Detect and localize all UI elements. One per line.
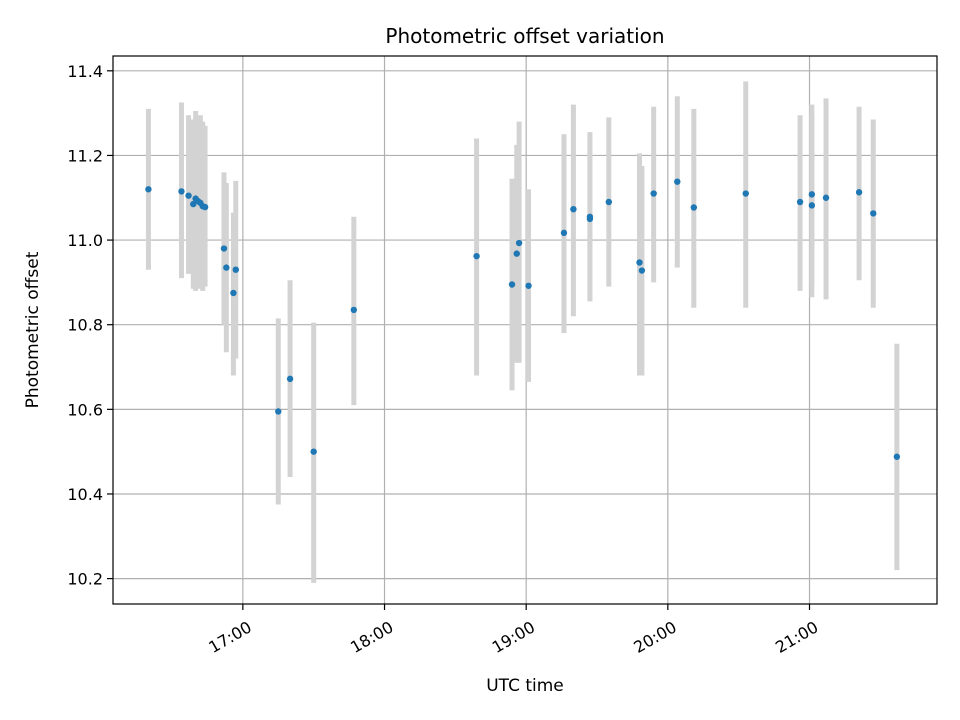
data-points bbox=[145, 178, 901, 460]
data-point bbox=[185, 192, 192, 199]
y-tick-label: 11.4 bbox=[67, 62, 103, 81]
data-point bbox=[570, 205, 577, 213]
data-point bbox=[525, 282, 532, 289]
y-tick-label: 10.4 bbox=[67, 485, 103, 504]
chart-title: Photometric offset variation bbox=[385, 24, 664, 48]
data-point bbox=[855, 189, 863, 196]
data-point bbox=[220, 245, 228, 252]
data-point bbox=[286, 375, 294, 383]
data-point bbox=[690, 204, 698, 211]
data-point bbox=[742, 190, 749, 197]
data-point bbox=[870, 210, 877, 217]
data-point bbox=[145, 186, 152, 193]
data-point bbox=[508, 281, 516, 288]
data-point bbox=[275, 408, 282, 415]
x-axis-label: UTC time bbox=[486, 676, 564, 696]
data-point bbox=[650, 190, 657, 197]
data-point bbox=[178, 188, 185, 195]
data-point bbox=[350, 306, 358, 314]
data-point bbox=[808, 202, 816, 209]
data-point bbox=[513, 250, 520, 257]
y-axis-ticks: 10.2 10.4 10.6 10.8 11.0 11.2 11.4 bbox=[67, 62, 113, 589]
data-point bbox=[310, 448, 317, 455]
data-point bbox=[893, 453, 901, 460]
data-point bbox=[636, 259, 643, 266]
y-tick-label: 10.6 bbox=[67, 400, 103, 419]
data-point bbox=[605, 198, 613, 206]
data-point bbox=[822, 194, 830, 201]
data-point bbox=[515, 239, 523, 247]
data-point bbox=[201, 203, 209, 211]
data-point bbox=[674, 178, 681, 185]
data-point bbox=[796, 198, 804, 206]
plot-area-frame bbox=[112, 55, 938, 605]
y-tick-label: 11.2 bbox=[67, 146, 103, 165]
y-tick-label: 11.0 bbox=[67, 231, 103, 250]
data-point bbox=[223, 264, 230, 271]
y-axis-label: Photometric offset bbox=[23, 251, 43, 408]
data-point bbox=[190, 200, 197, 208]
y-tick-label: 10.2 bbox=[67, 570, 103, 589]
data-point bbox=[808, 191, 816, 198]
data-point bbox=[230, 289, 237, 297]
y-tick-label: 10.8 bbox=[67, 316, 103, 335]
data-point bbox=[560, 229, 568, 237]
data-point bbox=[473, 252, 480, 260]
data-point bbox=[586, 213, 594, 221]
data-point bbox=[638, 267, 646, 274]
data-point bbox=[232, 266, 239, 273]
